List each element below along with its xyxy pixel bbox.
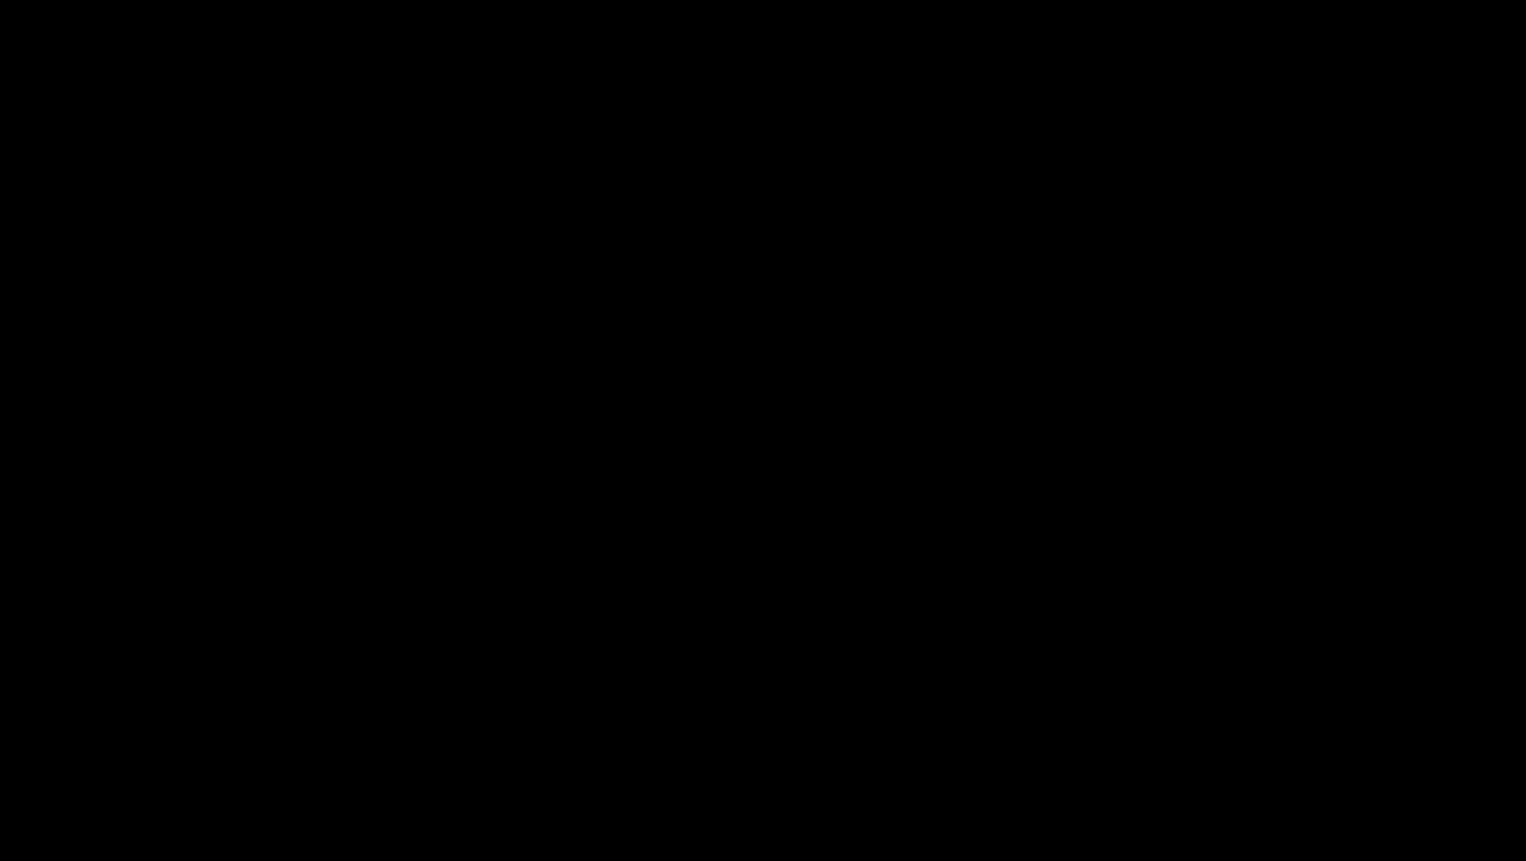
chart-grid (0, 0, 1526, 861)
